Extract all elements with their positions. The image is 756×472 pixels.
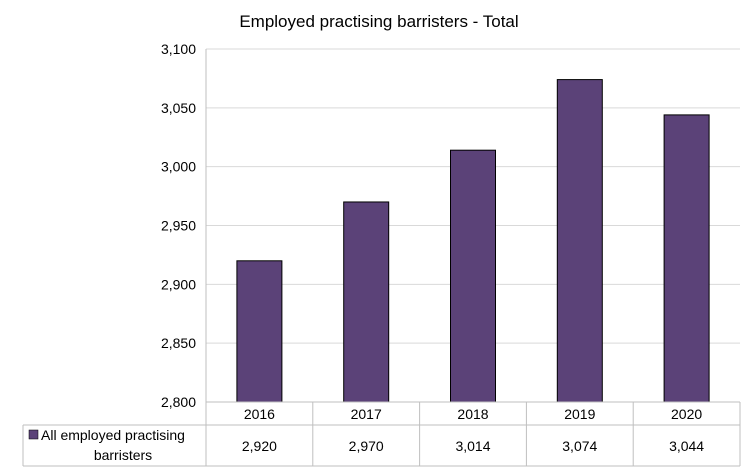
bar-2017 <box>343 201 390 403</box>
bar-2019 <box>556 79 603 403</box>
table-value-cell: 3,074 <box>562 438 597 454</box>
legend-swatch <box>28 429 39 440</box>
x-category-label: 2017 <box>351 406 382 422</box>
chart-title: Employed practising barristers - Total <box>239 12 518 31</box>
bars <box>236 79 710 403</box>
data-table: All employed practising barristers 2016 2… <box>28 406 704 463</box>
x-category-label: 2016 <box>244 406 275 422</box>
bar-2020 <box>663 114 710 403</box>
bar-2018 <box>450 149 496 403</box>
y-tick-label: 2,950 <box>161 218 196 234</box>
y-tick-label: 3,100 <box>161 41 196 57</box>
axes <box>22 49 741 467</box>
y-tick-label: 2,900 <box>161 276 196 292</box>
y-tick-label: 3,050 <box>161 100 196 116</box>
x-category-label: 2019 <box>564 406 595 422</box>
legend-label-line-1: All employed practising <box>41 427 185 443</box>
table-value-cell: 3,014 <box>455 438 490 454</box>
table-value-cell: 3,044 <box>669 438 704 454</box>
x-category-label: 2018 <box>457 406 488 422</box>
y-tick-label: 2,850 <box>161 335 196 351</box>
y-tick-label: 2,800 <box>161 394 196 410</box>
table-value-cell: 2,920 <box>242 438 277 454</box>
y-axis-ticks: 2,800 2,850 2,900 2,950 3,000 3,050 3,100 <box>161 41 196 410</box>
x-category-label: 2020 <box>671 406 702 422</box>
bar-2016 <box>236 260 283 403</box>
table-value-cell: 2,970 <box>349 438 384 454</box>
legend-label-line-2: barristers <box>94 447 152 463</box>
y-tick-label: 3,000 <box>161 159 196 175</box>
